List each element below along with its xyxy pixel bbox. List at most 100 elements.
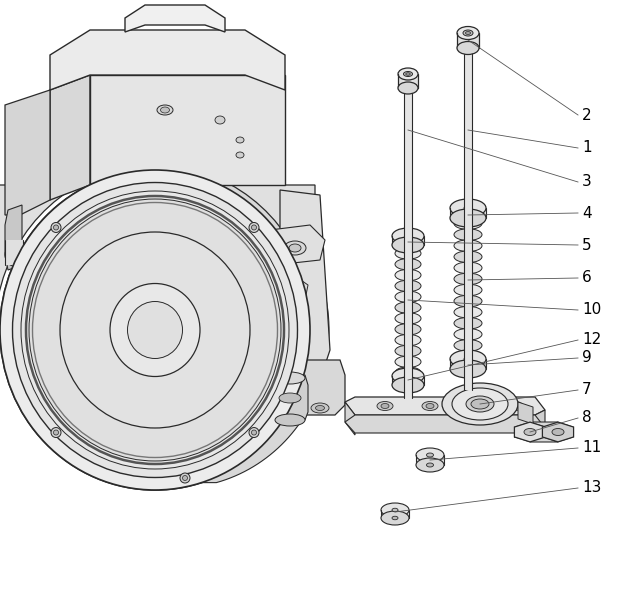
- Bar: [404, 88, 412, 398]
- Ellipse shape: [450, 360, 486, 378]
- Ellipse shape: [180, 473, 190, 483]
- Ellipse shape: [5, 244, 23, 266]
- Polygon shape: [514, 422, 558, 427]
- Ellipse shape: [110, 283, 200, 377]
- Ellipse shape: [315, 406, 325, 410]
- Ellipse shape: [249, 428, 259, 437]
- Ellipse shape: [395, 259, 421, 270]
- Ellipse shape: [236, 137, 244, 143]
- Ellipse shape: [395, 248, 421, 259]
- Text: 12: 12: [582, 332, 601, 347]
- Bar: [464, 48, 472, 390]
- Ellipse shape: [0, 170, 310, 490]
- Polygon shape: [5, 90, 50, 215]
- Text: 7: 7: [582, 383, 592, 398]
- Polygon shape: [535, 410, 545, 433]
- Ellipse shape: [381, 404, 389, 409]
- Ellipse shape: [289, 244, 301, 252]
- Ellipse shape: [464, 205, 472, 210]
- Ellipse shape: [51, 222, 61, 232]
- Ellipse shape: [180, 473, 190, 483]
- Ellipse shape: [395, 334, 421, 346]
- Ellipse shape: [395, 356, 421, 367]
- Polygon shape: [542, 422, 573, 442]
- Ellipse shape: [392, 508, 398, 512]
- Ellipse shape: [249, 222, 259, 232]
- Ellipse shape: [182, 476, 187, 480]
- Ellipse shape: [454, 295, 482, 307]
- Ellipse shape: [272, 304, 284, 312]
- Ellipse shape: [395, 313, 421, 324]
- Ellipse shape: [465, 32, 470, 35]
- Text: 10: 10: [582, 302, 601, 317]
- Ellipse shape: [454, 340, 482, 351]
- Ellipse shape: [12, 183, 297, 477]
- Text: 6: 6: [582, 271, 592, 286]
- Ellipse shape: [466, 396, 494, 412]
- Ellipse shape: [395, 270, 421, 281]
- Ellipse shape: [381, 503, 409, 517]
- Bar: [392, 236, 424, 245]
- Ellipse shape: [251, 430, 256, 435]
- Ellipse shape: [128, 301, 182, 358]
- Text: 9: 9: [582, 350, 592, 365]
- Ellipse shape: [51, 428, 61, 437]
- Ellipse shape: [377, 401, 393, 410]
- Ellipse shape: [261, 406, 269, 410]
- Ellipse shape: [454, 229, 482, 240]
- Ellipse shape: [311, 403, 329, 413]
- Ellipse shape: [110, 283, 200, 377]
- Polygon shape: [90, 75, 285, 185]
- Ellipse shape: [249, 222, 259, 232]
- Ellipse shape: [507, 401, 523, 410]
- Ellipse shape: [395, 302, 421, 313]
- Ellipse shape: [404, 374, 412, 378]
- Ellipse shape: [392, 237, 424, 253]
- Ellipse shape: [471, 399, 489, 409]
- Ellipse shape: [275, 372, 305, 384]
- Ellipse shape: [277, 285, 295, 295]
- Ellipse shape: [236, 152, 244, 158]
- Polygon shape: [5, 205, 22, 270]
- Ellipse shape: [29, 199, 281, 461]
- Ellipse shape: [524, 428, 536, 435]
- Polygon shape: [514, 437, 558, 442]
- Ellipse shape: [12, 183, 297, 477]
- Ellipse shape: [467, 401, 483, 410]
- Ellipse shape: [404, 234, 412, 238]
- Ellipse shape: [395, 291, 421, 302]
- Text: 8: 8: [582, 410, 592, 425]
- Polygon shape: [518, 402, 533, 424]
- Polygon shape: [0, 165, 315, 330]
- Ellipse shape: [454, 251, 482, 262]
- Bar: [381, 510, 409, 518]
- Polygon shape: [265, 225, 325, 265]
- Bar: [392, 376, 424, 385]
- Ellipse shape: [427, 463, 434, 467]
- Ellipse shape: [0, 170, 310, 490]
- Ellipse shape: [392, 377, 424, 393]
- Ellipse shape: [395, 280, 421, 292]
- Polygon shape: [514, 422, 545, 442]
- Polygon shape: [514, 427, 542, 437]
- Ellipse shape: [454, 273, 482, 285]
- Ellipse shape: [251, 225, 256, 230]
- Ellipse shape: [426, 404, 434, 409]
- Ellipse shape: [457, 41, 479, 55]
- Ellipse shape: [275, 414, 305, 426]
- Ellipse shape: [395, 345, 421, 356]
- Ellipse shape: [60, 232, 250, 428]
- Polygon shape: [272, 375, 308, 423]
- Ellipse shape: [53, 225, 58, 230]
- Ellipse shape: [454, 217, 482, 229]
- Polygon shape: [530, 422, 573, 427]
- Ellipse shape: [392, 228, 424, 244]
- Ellipse shape: [215, 116, 225, 124]
- Polygon shape: [345, 402, 355, 435]
- Ellipse shape: [398, 82, 418, 94]
- Polygon shape: [345, 415, 545, 433]
- Ellipse shape: [454, 328, 482, 340]
- Polygon shape: [240, 360, 345, 415]
- Ellipse shape: [404, 71, 412, 77]
- Ellipse shape: [450, 350, 486, 368]
